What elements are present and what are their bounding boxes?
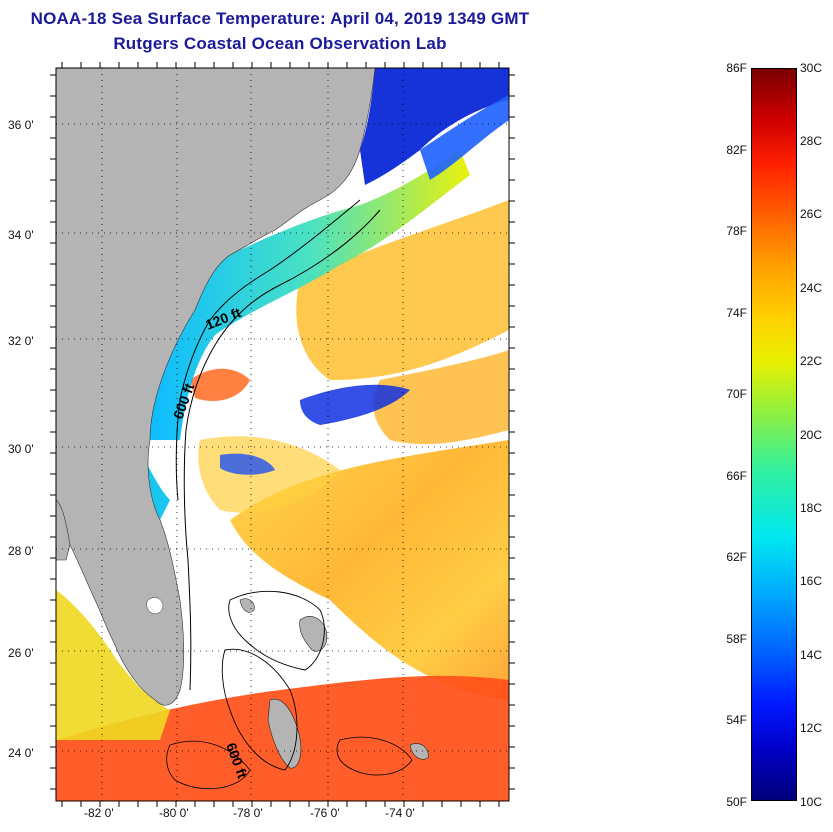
colorbar-c-label: 12C [800, 721, 823, 735]
contour-600ft [183, 209, 381, 691]
colorbar-f-label: 70F [726, 387, 747, 401]
colorbar-f-label: 86F [726, 61, 747, 75]
colorbar-c-label: 30C [800, 61, 823, 75]
colorbar-f-label: 62F [726, 550, 747, 564]
colorbar-c-label: 22C [800, 354, 823, 368]
warm-water-patch [373, 350, 509, 445]
colorbar-c-label: 14C [800, 648, 823, 662]
land-florida-west [56, 499, 71, 561]
land-us-coast [56, 68, 376, 706]
shelf-water [150, 150, 470, 440]
axis-ticks [50, 62, 515, 807]
lat-label: 30 0' [8, 442, 34, 456]
lon-label: -78 0' [233, 806, 263, 820]
lat-label: 32 0' [8, 334, 34, 348]
cold-filament [300, 384, 410, 425]
lat-label: 36 0' [8, 118, 34, 132]
warm-water-region [230, 440, 509, 700]
lat-label: 34 0' [8, 228, 34, 242]
cold-filament [220, 453, 275, 475]
colorbar-c-label: 26C [800, 207, 823, 221]
colorbar-f-label: 78F [726, 224, 747, 238]
map-title: NOAA-18 Sea Surface Temperature: April 0… [30, 9, 530, 28]
colorbar-c-label: 20C [800, 428, 823, 442]
gulf-stream-warm [190, 368, 250, 401]
lon-label: -80 0' [159, 806, 189, 820]
map-frame [55, 67, 510, 802]
cold-water [360, 68, 509, 185]
lat-label: 26 0' [8, 646, 34, 660]
land-bahamas [299, 616, 328, 652]
land-bahamas [267, 698, 302, 769]
cold-water [420, 95, 509, 180]
colorbar-f-label: 58F [726, 632, 747, 646]
colorbar-c-label: 18C [800, 501, 823, 515]
graticule [56, 68, 509, 801]
colorbar-f-label: 50F [726, 795, 747, 809]
colorbar-c-label: 16C [800, 574, 823, 588]
lon-label: -82 0' [84, 806, 114, 820]
contour-bahamas [228, 590, 325, 671]
lat-label: 28 0' [8, 544, 34, 558]
temperature-colorbar [751, 68, 797, 801]
contour-bahamas [221, 648, 298, 771]
colorbar-c-label: 10C [800, 795, 823, 809]
lat-label: 24 0' [8, 746, 34, 760]
contour-south [336, 736, 413, 776]
lake-okeechobee [146, 597, 164, 614]
land-bahamas [409, 743, 429, 760]
florida-shelf [56, 590, 170, 740]
colorbar-f-label: 82F [726, 143, 747, 157]
colorbar-f-label: 54F [726, 713, 747, 727]
contour-south [166, 740, 251, 790]
colorbar-f-label: 74F [726, 306, 747, 320]
colorbar-c-label: 24C [800, 281, 823, 295]
colorbar-c-label: 28C [800, 134, 823, 148]
lon-label: -74 0' [385, 806, 415, 820]
map-subtitle: Rutgers Coastal Ocean Observation Lab [113, 34, 447, 53]
colorbar-f-label: 66F [726, 469, 747, 483]
lon-label: -76 0' [310, 806, 340, 820]
